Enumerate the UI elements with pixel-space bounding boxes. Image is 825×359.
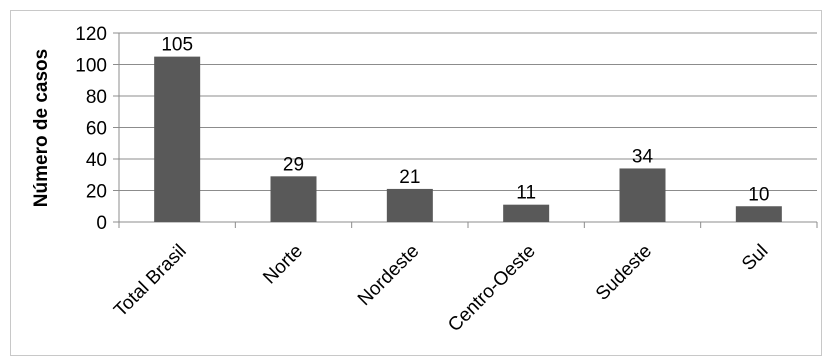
bar — [503, 204, 550, 222]
data-labels: 105 29 21 11 34 10 — [161, 35, 769, 206]
y-tick-label: 100 — [75, 56, 107, 77]
data-label: 11 — [516, 183, 536, 204]
bar — [735, 206, 782, 222]
y-tick-label: 20 — [86, 182, 107, 203]
x-axis — [118, 221, 818, 228]
category-label: Norte — [259, 241, 307, 289]
data-label: 105 — [161, 35, 193, 56]
y-tick-label: 40 — [86, 150, 107, 171]
category-label: Total Brasil — [110, 241, 191, 322]
bars — [154, 56, 782, 222]
data-label: 21 — [399, 167, 420, 188]
category-labels: Total Brasil Norte Nordeste Centro-Oeste Sud… — [110, 241, 772, 336]
y-axis-title: Número de casos — [31, 49, 52, 207]
bar — [386, 188, 433, 222]
y-tick-label: 60 — [86, 119, 107, 140]
gridlines — [119, 32, 817, 191]
category-label: Centro-Oeste — [444, 241, 539, 336]
bar — [619, 168, 666, 222]
chart-frame — [10, 10, 822, 356]
y-axis: 0 20 40 60 80 100 120 — [75, 24, 120, 234]
y-tick-label: 0 — [96, 213, 107, 234]
category-label: Sul — [738, 241, 772, 275]
y-tick-label: 80 — [86, 87, 107, 108]
category-label: Nordeste — [354, 241, 423, 310]
data-label: 34 — [632, 146, 654, 167]
category-label: Sudeste — [592, 241, 656, 305]
y-tick-label: 120 — [75, 24, 107, 45]
bar — [270, 176, 317, 222]
bar — [154, 56, 201, 222]
data-label: 29 — [283, 154, 304, 175]
data-label: 10 — [748, 184, 769, 205]
